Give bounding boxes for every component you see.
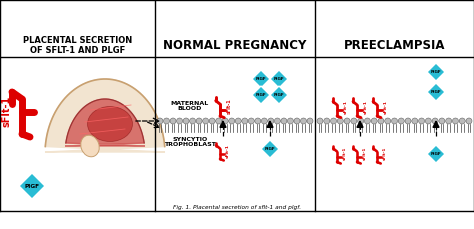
Circle shape [190, 118, 196, 124]
Circle shape [216, 118, 222, 124]
Circle shape [330, 118, 337, 124]
Circle shape [255, 118, 261, 124]
Circle shape [235, 118, 241, 124]
Circle shape [405, 118, 411, 124]
Circle shape [157, 118, 163, 124]
Circle shape [281, 118, 287, 124]
Polygon shape [270, 70, 288, 88]
Circle shape [164, 118, 170, 124]
Text: sFlt-1: sFlt-1 [383, 100, 387, 114]
Circle shape [392, 118, 398, 124]
Text: sFlt-1: sFlt-1 [343, 100, 347, 114]
Text: sFlt-1: sFlt-1 [383, 147, 387, 161]
Text: PlGF: PlGF [431, 90, 441, 94]
Text: sFlt-1: sFlt-1 [2, 95, 12, 127]
Circle shape [337, 118, 343, 124]
Polygon shape [65, 99, 145, 146]
Circle shape [432, 118, 438, 124]
Circle shape [425, 118, 431, 124]
Circle shape [317, 118, 323, 124]
Polygon shape [19, 173, 45, 199]
Circle shape [358, 118, 364, 124]
Circle shape [274, 118, 281, 124]
Ellipse shape [88, 106, 133, 142]
Polygon shape [427, 83, 445, 101]
Circle shape [446, 118, 452, 124]
Circle shape [177, 118, 182, 124]
Circle shape [301, 118, 307, 124]
Circle shape [459, 118, 465, 124]
Circle shape [170, 118, 176, 124]
Circle shape [261, 118, 267, 124]
Text: MATERNAL
BLOOD: MATERNAL BLOOD [171, 101, 209, 111]
Polygon shape [252, 70, 270, 88]
Text: NORMAL PREGNANCY: NORMAL PREGNANCY [164, 39, 307, 52]
Circle shape [242, 118, 248, 124]
Circle shape [229, 118, 235, 124]
Circle shape [307, 118, 313, 124]
Circle shape [209, 118, 215, 124]
Circle shape [365, 118, 370, 124]
Text: PlGF: PlGF [273, 93, 284, 97]
Polygon shape [427, 63, 445, 81]
Circle shape [371, 118, 377, 124]
Polygon shape [252, 86, 270, 104]
Circle shape [351, 118, 357, 124]
Circle shape [453, 118, 458, 124]
Text: PLACENTAL SECRETION
OF SFLT-1 AND PLGF: PLACENTAL SECRETION OF SFLT-1 AND PLGF [23, 36, 132, 55]
Text: SYNCYTIO
TROPHOBLAST: SYNCYTIO TROPHOBLAST [164, 137, 216, 147]
Text: sFlt-1: sFlt-1 [364, 100, 367, 114]
Polygon shape [45, 79, 165, 152]
Text: PlGF: PlGF [264, 147, 275, 151]
Ellipse shape [81, 135, 99, 157]
Circle shape [203, 118, 209, 124]
Text: PlGF: PlGF [255, 77, 266, 81]
Circle shape [287, 118, 293, 124]
Circle shape [419, 118, 425, 124]
Circle shape [439, 118, 445, 124]
Text: PlGF: PlGF [255, 93, 266, 97]
Text: Fig. 1. Placental secretion of sflt-1 and plgf.: Fig. 1. Placental secretion of sflt-1 an… [173, 204, 301, 210]
Polygon shape [270, 86, 288, 104]
Circle shape [222, 118, 228, 124]
Circle shape [324, 118, 330, 124]
Text: PREECLAMPSIA: PREECLAMPSIA [344, 39, 445, 52]
Circle shape [268, 118, 274, 124]
Text: PlGF: PlGF [431, 70, 441, 74]
Text: PlGF: PlGF [431, 152, 441, 156]
Text: sFlt-1: sFlt-1 [226, 144, 230, 158]
Circle shape [294, 118, 300, 124]
Text: sFlt-1: sFlt-1 [363, 147, 367, 161]
Polygon shape [427, 145, 445, 163]
Text: PlGF: PlGF [25, 183, 39, 188]
Circle shape [196, 118, 202, 124]
Text: sFlt-1: sFlt-1 [227, 99, 232, 114]
Circle shape [466, 118, 472, 124]
Circle shape [378, 118, 384, 124]
Circle shape [398, 118, 404, 124]
Circle shape [344, 118, 350, 124]
Circle shape [385, 118, 391, 124]
Circle shape [248, 118, 255, 124]
Text: sFlt-1: sFlt-1 [343, 147, 347, 161]
Circle shape [412, 118, 418, 124]
Polygon shape [261, 140, 279, 158]
Circle shape [183, 118, 189, 124]
Text: PlGF: PlGF [273, 77, 284, 81]
